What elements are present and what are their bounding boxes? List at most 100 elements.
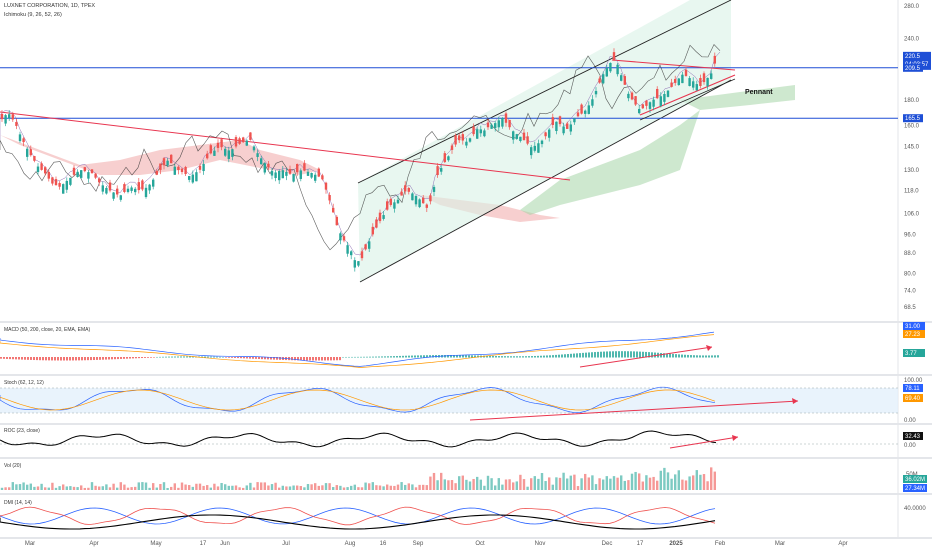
volume-bar <box>411 484 414 490</box>
macd-histogram-bar <box>417 355 419 358</box>
candle-body <box>195 172 198 182</box>
macd-histogram-bar <box>204 356 206 358</box>
channel-upper-line <box>357 0 732 184</box>
macd-histogram-bar <box>219 356 221 358</box>
macd-histogram-bar <box>405 355 407 358</box>
volume-bar <box>677 470 680 490</box>
candle-body <box>180 168 184 173</box>
stoch-k-badge <box>903 384 923 392</box>
candle-body <box>112 192 115 199</box>
candle-body <box>353 260 356 268</box>
macd-histogram-bar <box>186 356 188 358</box>
macd-histogram-bar <box>255 357 257 359</box>
macd-histogram-bar <box>582 352 584 358</box>
price-tick-label: 96.0 <box>904 233 916 239</box>
candle-body <box>713 55 716 64</box>
macd-histogram-bar <box>33 357 35 361</box>
macd-histogram-bar <box>156 356 158 358</box>
candle-body <box>335 216 338 226</box>
ichimoku-legend[interactable]: Ichimoku (9, 26, 52, 26) <box>4 12 62 18</box>
volume-bar <box>144 482 148 490</box>
macd-legend[interactable]: MACD (50, 200, close, 20, EMA, EMA) <box>4 327 91 333</box>
candle-body <box>468 138 472 142</box>
vol-legend[interactable]: Vol (20) <box>4 463 22 469</box>
candle-body <box>321 175 324 180</box>
pennant-upper-line <box>611 59 736 71</box>
candle-body <box>101 185 104 192</box>
macd-histogram-bar <box>561 354 563 358</box>
candle-body <box>501 118 504 127</box>
candle-body <box>605 68 608 77</box>
dmi-legend[interactable]: DMI (14, 14) <box>4 500 32 506</box>
volume-bar <box>378 485 382 490</box>
pennant-label: Pennant <box>745 89 773 96</box>
pennant-support-line <box>639 78 736 121</box>
candle-body <box>267 163 270 168</box>
price-tick-label: 145.0 <box>904 144 920 150</box>
roc-legend[interactable]: ROC (23, close) <box>4 428 40 434</box>
candle-body <box>537 143 540 153</box>
candle-body <box>234 137 238 147</box>
volume-bar <box>80 485 83 490</box>
volume-bar <box>206 485 209 490</box>
volume-bar <box>209 487 212 490</box>
stoch-legend[interactable]: Stoch (62, 12, 12) <box>4 380 44 386</box>
macd-histogram-bar <box>72 357 74 361</box>
macd-histogram-bar <box>408 355 410 358</box>
candle-body <box>62 184 65 194</box>
ichimoku-cloud-green <box>680 85 795 110</box>
macd-histogram-bar <box>147 357 149 358</box>
date-tick-label: Aug <box>345 541 356 547</box>
macd-histogram-bar <box>114 357 116 360</box>
macd-histogram-bar <box>240 357 242 359</box>
macd-histogram-bar <box>603 351 605 358</box>
volume-bar <box>65 486 68 490</box>
macd-histogram-bar <box>654 352 656 358</box>
volume-bar <box>558 477 562 490</box>
macd-histogram-bar <box>0 357 2 359</box>
volume-bar <box>692 475 695 490</box>
candle-body <box>627 93 630 99</box>
price-tick-label: 68.5 <box>904 305 916 311</box>
macd-histogram-bar <box>543 355 545 358</box>
candle-body <box>508 119 511 128</box>
macd-histogram-bar <box>639 351 641 358</box>
volume-bar <box>177 487 180 490</box>
volume-bar <box>540 473 544 490</box>
macd-histogram-bar <box>501 356 503 358</box>
candle-body <box>393 202 396 209</box>
volume-bar <box>152 483 155 490</box>
macd-histogram-bar <box>99 357 101 360</box>
volume-bar <box>292 485 295 490</box>
candle-body <box>252 146 256 151</box>
candle-body <box>94 173 97 178</box>
macd-histogram-bar <box>192 356 194 358</box>
volume-bar <box>612 476 616 490</box>
volume-bar <box>134 486 137 490</box>
macd-histogram-bar <box>6 357 8 359</box>
macd-histogram-bar <box>159 356 161 358</box>
volume-bar <box>18 484 22 490</box>
candle-body <box>375 219 378 228</box>
volume-bar <box>40 483 43 490</box>
macd-histogram-bar <box>276 357 278 360</box>
macd-histogram-bar <box>30 357 32 360</box>
price-tick-label: 80.0 <box>904 272 916 278</box>
macd-histogram-bar <box>510 356 512 358</box>
candle-body <box>584 110 587 114</box>
macd-arrowhead <box>706 345 712 351</box>
macd-histogram-bar <box>693 355 695 358</box>
macd-histogram-bar <box>372 356 374 358</box>
dmi-plus-line <box>0 507 716 525</box>
candle-body <box>299 170 302 179</box>
macd-histogram-bar <box>606 351 608 358</box>
ichimoku-cloud-red <box>0 135 320 175</box>
macd-histogram-bar <box>51 357 53 361</box>
ichimoku-cloud-green <box>520 110 700 215</box>
volume-bar <box>375 485 378 490</box>
macd-histogram-bar <box>21 357 23 360</box>
date-tick-label: Feb <box>715 541 726 547</box>
macd-histogram-bar <box>525 356 527 358</box>
volume-bar <box>44 487 47 490</box>
